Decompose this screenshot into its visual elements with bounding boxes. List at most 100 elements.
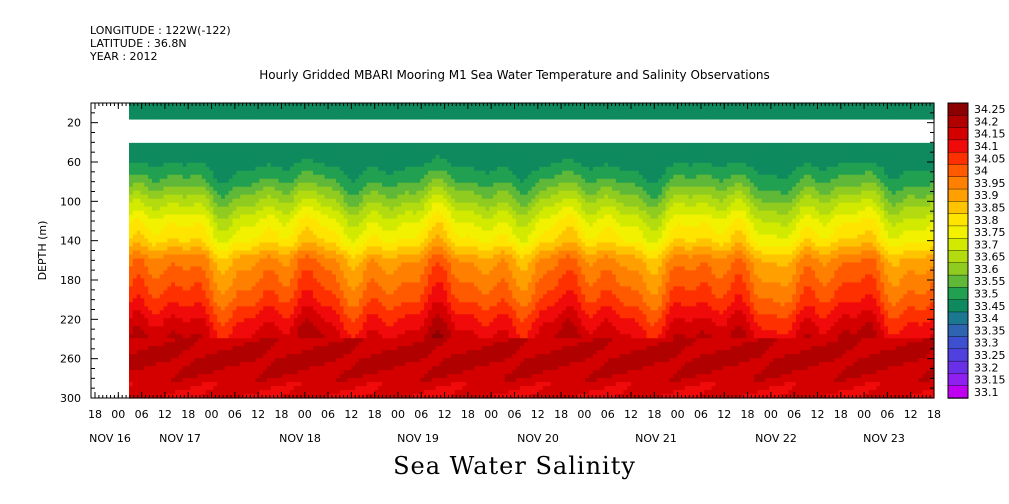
y-tick-label: 180 — [60, 274, 81, 287]
x-day-label: NOV 20 — [517, 432, 559, 445]
x-tick-label: 12 — [624, 408, 638, 421]
x-tick-label: 00 — [577, 408, 591, 421]
x-tick-label: 06 — [694, 408, 708, 421]
x-tick-label: 18 — [647, 408, 661, 421]
colorbar-label: 33.9 — [974, 189, 999, 202]
colorbar: 34.2534.234.1534.134.053433.9533.933.853… — [947, 102, 1006, 399]
x-tick-label: 00 — [857, 408, 871, 421]
x-tick-label: 00 — [671, 408, 685, 421]
colorbar-swatch — [947, 201, 969, 215]
colorbar-label: 33.3 — [974, 337, 999, 350]
y-tick-label: 260 — [60, 353, 81, 366]
colorbar-swatch — [947, 102, 969, 116]
colorbar-label: 34.2 — [974, 115, 999, 128]
colorbar-label: 33.5 — [974, 288, 999, 301]
x-tick-label: 06 — [321, 408, 335, 421]
salinity-field — [129, 103, 935, 399]
x-tick-label: 12 — [438, 408, 452, 421]
colorbar-label: 33.65 — [974, 251, 1006, 264]
colorbar-swatch — [947, 213, 969, 227]
colorbar-swatch — [947, 360, 969, 375]
colorbar-swatch — [947, 385, 969, 399]
x-tick-label: 06 — [880, 408, 894, 421]
x-day-label: NOV 16 — [89, 432, 131, 445]
x-tick-label: 18 — [927, 408, 941, 421]
colorbar-swatch — [947, 188, 969, 203]
plot-frame: 20 60 100 140 180 220 260 300 DEPTH (m) 18 00 06 12 1… — [36, 102, 941, 445]
colorbar-swatch — [947, 127, 969, 141]
colorbar-swatch — [947, 324, 969, 338]
y-tick-label: 20 — [67, 117, 81, 130]
colorbar-label: 33.6 — [974, 263, 999, 276]
x-day-label: NOV 17 — [159, 432, 201, 445]
x-tick-label: 18 — [461, 408, 475, 421]
colorbar-label: 33.4 — [974, 312, 999, 325]
colorbar-label: 34.05 — [974, 152, 1006, 165]
x-tick-label: 00 — [484, 408, 498, 421]
colorbar-swatch — [947, 151, 969, 166]
y-axis-label: DEPTH (m) — [36, 221, 49, 281]
colorbar-swatch — [947, 225, 969, 239]
chart-bottom-title: Sea Water Salinity — [393, 452, 636, 480]
chart-title: Hourly Gridded MBARI Mooring M1 Sea Wate… — [259, 68, 770, 82]
x-tick-label: 00 — [298, 408, 312, 421]
colorbar-label: 33.8 — [974, 214, 999, 227]
colorbar-label: 33.45 — [974, 300, 1006, 313]
colorbar-label: 33.55 — [974, 275, 1006, 288]
colorbar-swatch — [947, 262, 969, 276]
x-tick-label: 12 — [531, 408, 545, 421]
x-tick-label: 00 — [111, 408, 125, 421]
colorbar-swatch — [947, 299, 969, 313]
x-day-label: NOV 23 — [863, 432, 905, 445]
colorbar-label: 33.2 — [974, 361, 999, 374]
colorbar-label: 34.25 — [974, 103, 1006, 116]
colorbar-label: 34 — [974, 165, 988, 178]
x-day-label: NOV 21 — [635, 432, 677, 445]
x-tick-label: 00 — [391, 408, 405, 421]
y-tick-label: 100 — [60, 195, 81, 208]
x-tick-label: 18 — [181, 408, 195, 421]
colorbar-swatch — [947, 373, 969, 387]
colorbar-label: 34.15 — [974, 128, 1006, 141]
y-tick-label: 60 — [67, 156, 81, 169]
colorbar-swatch — [947, 164, 969, 178]
x-tick-label: 06 — [228, 408, 242, 421]
colorbar-swatch — [947, 311, 969, 325]
x-tick-label: 12 — [251, 408, 265, 421]
latitude-label: LATITUDE : 36.8N — [90, 37, 187, 50]
colorbar-swatch — [947, 274, 969, 289]
colorbar-border — [947, 102, 969, 399]
colorbar-label: 33.7 — [974, 238, 999, 251]
x-tick-label: 18 — [368, 408, 382, 421]
x-day-label: NOV 18 — [279, 432, 321, 445]
colorbar-label: 33.85 — [974, 201, 1006, 214]
y-tick-label: 300 — [60, 392, 81, 405]
colorbar-swatch — [947, 287, 969, 301]
colorbar-swatch — [947, 348, 969, 362]
x-day-label: NOV 22 — [755, 432, 797, 445]
colorbar-label: 33.1 — [974, 386, 999, 399]
x-tick-label: 00 — [764, 408, 778, 421]
colorbar-label: 33.95 — [974, 177, 1006, 190]
colorbar-swatch — [947, 250, 969, 264]
colorbar-swatch — [947, 139, 969, 153]
colorbar-swatch — [947, 336, 969, 350]
x-tick-label: 06 — [414, 408, 428, 421]
x-tick-label: 12 — [717, 408, 731, 421]
y-tick-label: 220 — [60, 313, 81, 326]
colorbar-label: 34.1 — [974, 140, 999, 153]
x-tick-label: 18 — [834, 408, 848, 421]
colorbar-swatch — [947, 115, 969, 129]
year-label: YEAR : 2012 — [90, 50, 158, 63]
x-tick-label: 12 — [904, 408, 918, 421]
colorbar-label: 33.35 — [974, 324, 1006, 337]
x-tick-label: 06 — [135, 408, 149, 421]
colorbar-swatch — [947, 238, 969, 252]
x-tick-label: 18 — [741, 408, 755, 421]
colorbar-swatch — [947, 176, 969, 190]
x-tick-label: 18 — [554, 408, 568, 421]
x-tick-label: 06 — [787, 408, 801, 421]
colorbar-label: 33.25 — [974, 349, 1006, 362]
x-tick-label: 12 — [344, 408, 358, 421]
